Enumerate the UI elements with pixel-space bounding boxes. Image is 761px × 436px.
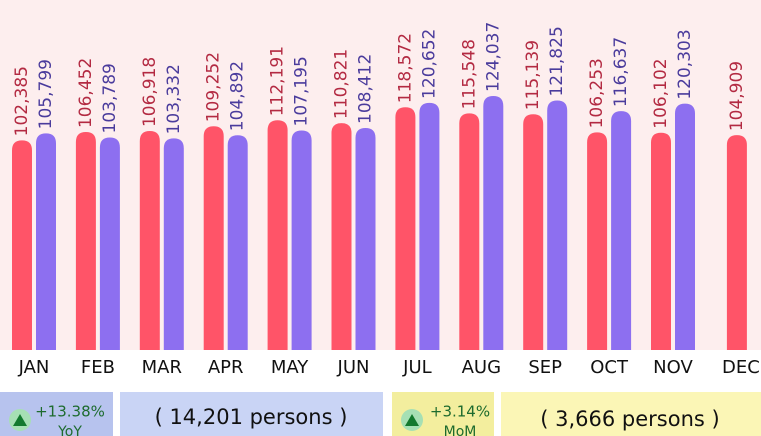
category-strip	[0, 350, 761, 384]
value-label: 104,909	[727, 61, 747, 131]
yoy-persons: ( 14,201 persons )	[155, 405, 348, 429]
bar	[611, 111, 632, 351]
x-tick-label: FEB	[81, 357, 115, 378]
bar	[675, 103, 695, 350]
bar	[355, 127, 376, 351]
bar	[75, 132, 96, 350]
mom-change: +3.14%	[430, 403, 490, 421]
bar	[395, 107, 416, 350]
bar	[651, 132, 671, 350]
value-label: 103,789	[100, 63, 120, 133]
value-label: 118,572	[395, 33, 415, 103]
value-label: 115,548	[459, 39, 479, 109]
x-tick-label: APR	[208, 357, 244, 378]
bar	[163, 138, 184, 350]
bar	[483, 96, 504, 350]
bar	[331, 123, 352, 350]
value-label: 105,799	[36, 59, 56, 129]
bar	[267, 120, 288, 350]
value-label: 104,892	[228, 61, 248, 131]
x-tick-label: JAN	[18, 357, 50, 378]
value-label: 107,195	[292, 56, 312, 126]
yoy-label: YoY	[57, 424, 82, 436]
value-label: 108,412	[356, 54, 376, 124]
bar	[227, 135, 248, 350]
value-label: 116,637	[611, 37, 631, 107]
bar	[36, 133, 56, 350]
bar	[203, 126, 224, 350]
value-label: 115,139	[523, 40, 543, 110]
up-arrow	[13, 414, 27, 426]
bar	[587, 132, 608, 350]
yoy-change: +13.38%	[35, 403, 105, 421]
bar	[459, 113, 480, 350]
value-label: 106,253	[587, 58, 607, 128]
x-tick-label: AUG	[462, 357, 501, 378]
bar	[419, 102, 440, 350]
value-label: 106,102	[651, 58, 671, 128]
bar	[139, 131, 160, 350]
x-tick-label: MAR	[142, 357, 182, 378]
bar	[547, 100, 568, 350]
value-label: 124,037	[483, 22, 503, 92]
value-label: 121,825	[547, 26, 567, 96]
value-label: 110,821	[332, 49, 352, 119]
value-label: 112,191	[268, 46, 288, 116]
bar	[523, 114, 544, 350]
x-tick-label: MAY	[271, 357, 309, 378]
x-tick-label: SEP	[528, 357, 562, 378]
bar	[726, 135, 747, 350]
plot-background	[0, 0, 761, 350]
mom-persons: ( 3,666 persons )	[540, 407, 719, 431]
up-arrow	[405, 414, 419, 426]
x-tick-label: NOV	[653, 357, 693, 378]
value-label: 106,452	[76, 58, 96, 128]
bar	[291, 130, 312, 350]
x-tick-label: JUN	[337, 357, 370, 378]
value-label: 109,252	[204, 52, 224, 122]
value-label: 120,303	[675, 29, 695, 99]
value-label: 103,332	[164, 64, 184, 134]
x-tick-label: DEC	[722, 357, 760, 378]
mom-label: MoM	[444, 424, 477, 436]
value-label: 120,652	[419, 29, 439, 99]
yoy-persons-box	[120, 392, 383, 436]
x-tick-label: JUL	[402, 357, 432, 378]
value-label: 106,918	[140, 57, 160, 127]
bar	[99, 137, 120, 350]
bar	[12, 140, 32, 350]
x-tick-label: OCT	[590, 357, 629, 378]
mom-persons-box	[501, 392, 761, 436]
value-label: 102,385	[12, 66, 32, 136]
